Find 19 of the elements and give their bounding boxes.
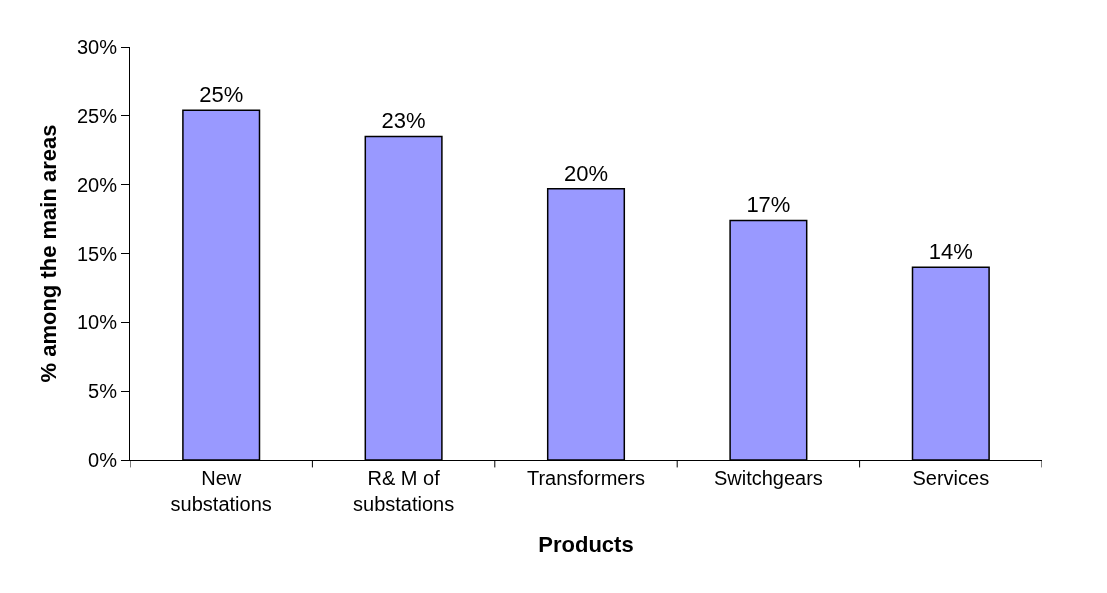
- y-tick-label: 20%: [76, 173, 118, 196]
- x-axis-title: Products: [538, 531, 634, 557]
- data-label: 14%: [928, 239, 973, 265]
- data-label: 17%: [746, 192, 791, 218]
- x-tick-label: New substations: [170, 467, 272, 515]
- y-tick-label: 0%: [88, 449, 118, 471]
- data-label: 25%: [199, 82, 244, 108]
- data-label: 23%: [381, 108, 426, 134]
- x-tick-label: Switchgears: [713, 467, 823, 489]
- y-axis-title: % among the main areas: [35, 124, 61, 383]
- x-tick-label: Services: [912, 467, 990, 489]
- x-tick-label: R& M of substations: [353, 467, 455, 515]
- x-tick-label: Transformers: [526, 467, 646, 489]
- y-tick-label: 5%: [88, 380, 118, 403]
- y-tick-label: 30%: [76, 36, 118, 58]
- y-tick-label: 10%: [76, 311, 118, 334]
- y-tick-label: 15%: [76, 242, 118, 265]
- y-tick-label: 25%: [76, 104, 118, 127]
- data-label: 20%: [563, 160, 609, 186]
